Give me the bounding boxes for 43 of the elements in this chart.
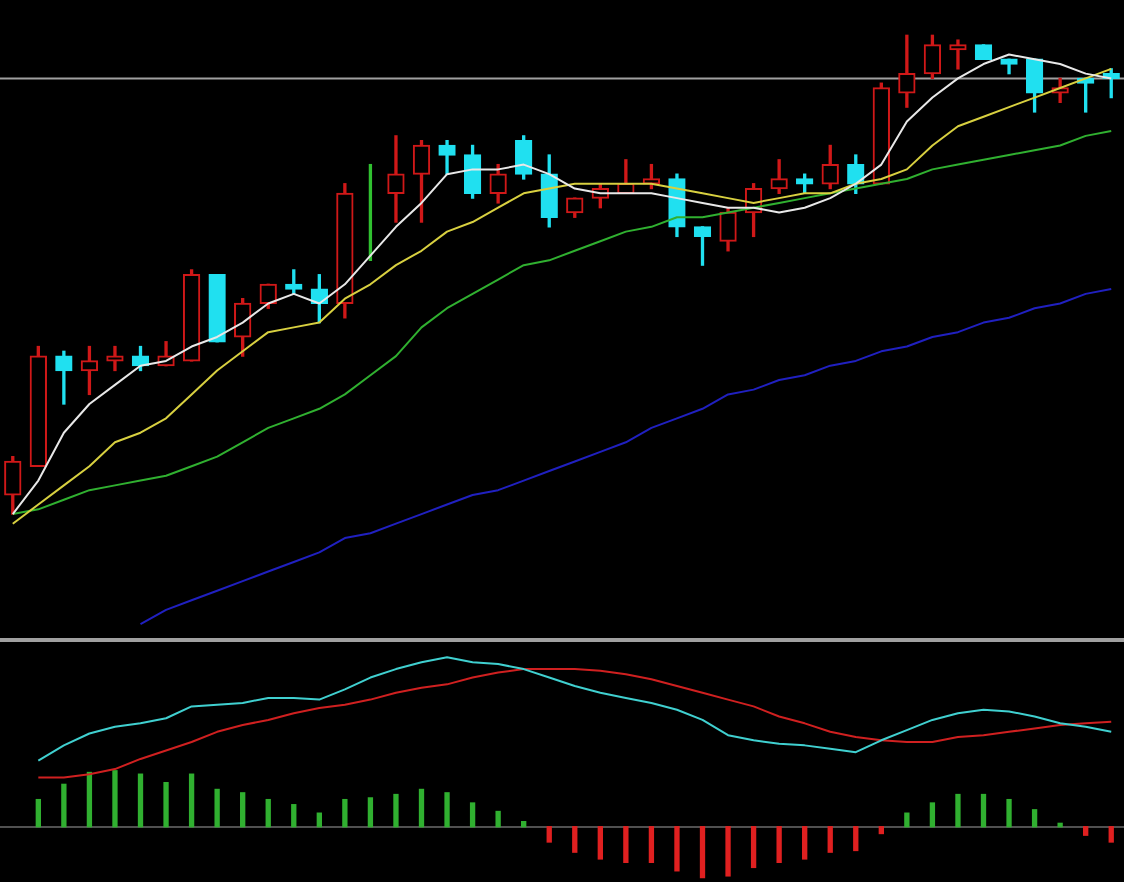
bar	[1031, 809, 1038, 828]
bar	[955, 793, 961, 828]
bar	[1108, 826, 1114, 843]
bar	[61, 783, 67, 828]
bar	[725, 826, 731, 877]
bar	[214, 788, 220, 828]
bar	[112, 770, 118, 828]
bar	[137, 773, 144, 828]
bar	[444, 792, 450, 828]
bar	[163, 782, 169, 828]
bar	[418, 788, 425, 828]
bar	[980, 793, 987, 828]
bar	[597, 826, 603, 860]
bar	[342, 798, 348, 828]
bar	[1083, 826, 1089, 836]
bar	[393, 793, 399, 828]
candlestick	[949, 39, 967, 70]
bar	[240, 792, 246, 828]
bar	[86, 771, 93, 828]
bar	[469, 802, 476, 828]
bar	[648, 826, 655, 863]
bar	[904, 812, 910, 828]
candlestick	[387, 135, 405, 223]
bar	[878, 826, 884, 835]
bar	[750, 826, 757, 869]
bar	[853, 826, 859, 852]
bar	[929, 802, 936, 828]
bar	[776, 826, 782, 863]
bar	[699, 826, 706, 879]
bar	[495, 810, 501, 828]
bar	[623, 826, 629, 863]
bar	[367, 797, 374, 828]
bar	[35, 798, 41, 828]
bar	[1006, 798, 1012, 828]
bar	[546, 826, 552, 843]
bar	[1057, 822, 1063, 828]
bar	[291, 804, 297, 828]
bar	[265, 798, 271, 828]
bar	[188, 773, 195, 828]
bar	[827, 826, 833, 853]
bar	[674, 826, 680, 872]
bar	[802, 826, 808, 860]
bar	[572, 826, 578, 853]
